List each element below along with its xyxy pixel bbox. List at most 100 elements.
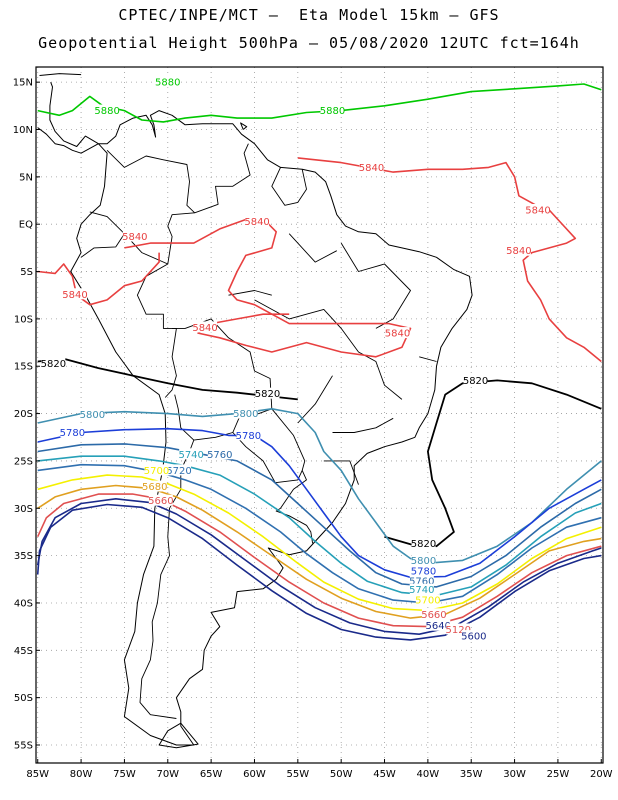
contour-label: 5800	[233, 409, 258, 420]
lat-tick-label: 15S	[14, 362, 33, 373]
lat-tick-label: 15N	[13, 78, 33, 89]
lon-tick-label: 75W	[113, 769, 136, 780]
contour-label-bg	[80, 408, 105, 420]
lon-tick-label: 70W	[156, 769, 179, 780]
contour-5680	[37, 484, 602, 619]
contour-label: 5760	[207, 450, 232, 461]
coastline	[240, 122, 248, 130]
lat-tick-label: 40S	[14, 598, 33, 609]
coastline	[39, 73, 82, 76]
contour-label: 5840	[525, 205, 550, 216]
contour-label-bg	[193, 321, 218, 333]
contour-label-bg	[385, 327, 410, 339]
contour-label-bg	[155, 76, 180, 88]
country-border	[136, 263, 177, 398]
lon-tick-label: 80W	[70, 769, 93, 780]
lat-tick-label: 10N	[13, 125, 33, 136]
country-border	[271, 167, 307, 206]
contour-label: 5680	[142, 482, 167, 493]
lon-tick-label: 45W	[373, 769, 396, 780]
map-background	[36, 67, 603, 763]
coastline	[158, 722, 199, 749]
contour-label-bg	[446, 623, 471, 635]
country-border	[194, 143, 251, 214]
lat-tick-label: EQ	[19, 220, 33, 231]
coastline	[194, 49, 206, 55]
contour-label: 5820	[41, 359, 66, 370]
coastline	[111, 36, 180, 54]
contour-label-bg	[167, 464, 192, 476]
lon-tick-label: 40W	[417, 769, 440, 780]
contour-label-bg	[411, 564, 436, 576]
contour-label-bg	[320, 104, 345, 116]
contour-label: 5740	[409, 585, 434, 596]
lat-tick-label: 20S	[14, 409, 33, 420]
contour-label-bg	[95, 104, 120, 116]
contour-label: 5840	[359, 163, 384, 174]
contour-label-bg	[236, 429, 261, 441]
contour-label: 5600	[461, 632, 486, 643]
contour-label: 5880	[155, 78, 180, 89]
contour-label-bg	[415, 594, 440, 606]
contour-label-bg	[207, 448, 232, 460]
lat-tick-label: 50S	[14, 693, 33, 704]
contour-label: 5820	[255, 389, 280, 400]
contour-label-bg	[359, 161, 384, 173]
lon-tick-label: 65W	[200, 769, 223, 780]
country-border	[89, 149, 196, 265]
contour-label: 5120	[445, 625, 470, 636]
contour-label: 5820	[463, 376, 488, 387]
contour-label-bg	[506, 244, 531, 256]
contour-label: 5840	[506, 246, 531, 257]
map-subtitle: Geopotential Height 500hPa – 05/08/2020 …	[38, 34, 580, 52]
lon-tick-label: 20W	[590, 769, 613, 780]
contour-label: 5700	[415, 596, 440, 607]
contour-label-bg	[41, 357, 66, 369]
contour-label: 5660	[421, 610, 446, 621]
country-border	[332, 417, 394, 433]
lon-tick-label: 30W	[503, 769, 526, 780]
lon-tick-label: 35W	[460, 769, 483, 780]
lon-tick-label: 55W	[287, 769, 310, 780]
contour-label-bg	[409, 575, 434, 587]
contour-label: 5780	[236, 431, 261, 442]
contour-5700	[37, 474, 602, 612]
lat-tick-label: 30S	[14, 504, 33, 515]
country-border	[232, 408, 306, 484]
country-border	[419, 356, 437, 362]
contour-5820	[384, 379, 602, 548]
contour-label-bg	[421, 608, 446, 620]
contour-label-bg	[245, 215, 270, 227]
contour-label-bg	[144, 464, 169, 476]
height-contours	[36, 83, 602, 641]
contour-label: 5840	[385, 329, 410, 340]
contour-5800	[37, 408, 602, 564]
contour-5840	[37, 252, 160, 306]
contour-label: 5660	[148, 496, 173, 507]
country-border	[139, 439, 195, 719]
lon-tick-label: 25W	[547, 769, 570, 780]
contour-5880	[37, 83, 602, 123]
contour-label: 5780	[60, 428, 85, 439]
contour-label-bg	[426, 619, 451, 631]
map-frame	[35, 66, 604, 764]
contour-label-bg	[122, 230, 147, 242]
contour-5600	[36, 503, 602, 641]
contour-label-bg	[60, 426, 85, 438]
country-border	[80, 233, 125, 258]
contour-label: 5720	[166, 466, 191, 477]
lat-tick-label: 5S	[20, 267, 33, 278]
country-border	[228, 290, 272, 296]
contour-label-bg	[233, 407, 258, 419]
contour-label: 5820	[411, 539, 436, 550]
contour-5840	[297, 157, 602, 363]
lon-tick-label: 50W	[330, 769, 353, 780]
contour-label-bg	[525, 203, 550, 215]
lat-tick-label: 10S	[14, 314, 33, 325]
contour-label-bg	[63, 288, 88, 300]
country-border	[288, 233, 338, 263]
lat-tick-label: 25S	[14, 456, 33, 467]
lat-tick-label: 45S	[14, 646, 33, 657]
country-border	[254, 299, 403, 400]
